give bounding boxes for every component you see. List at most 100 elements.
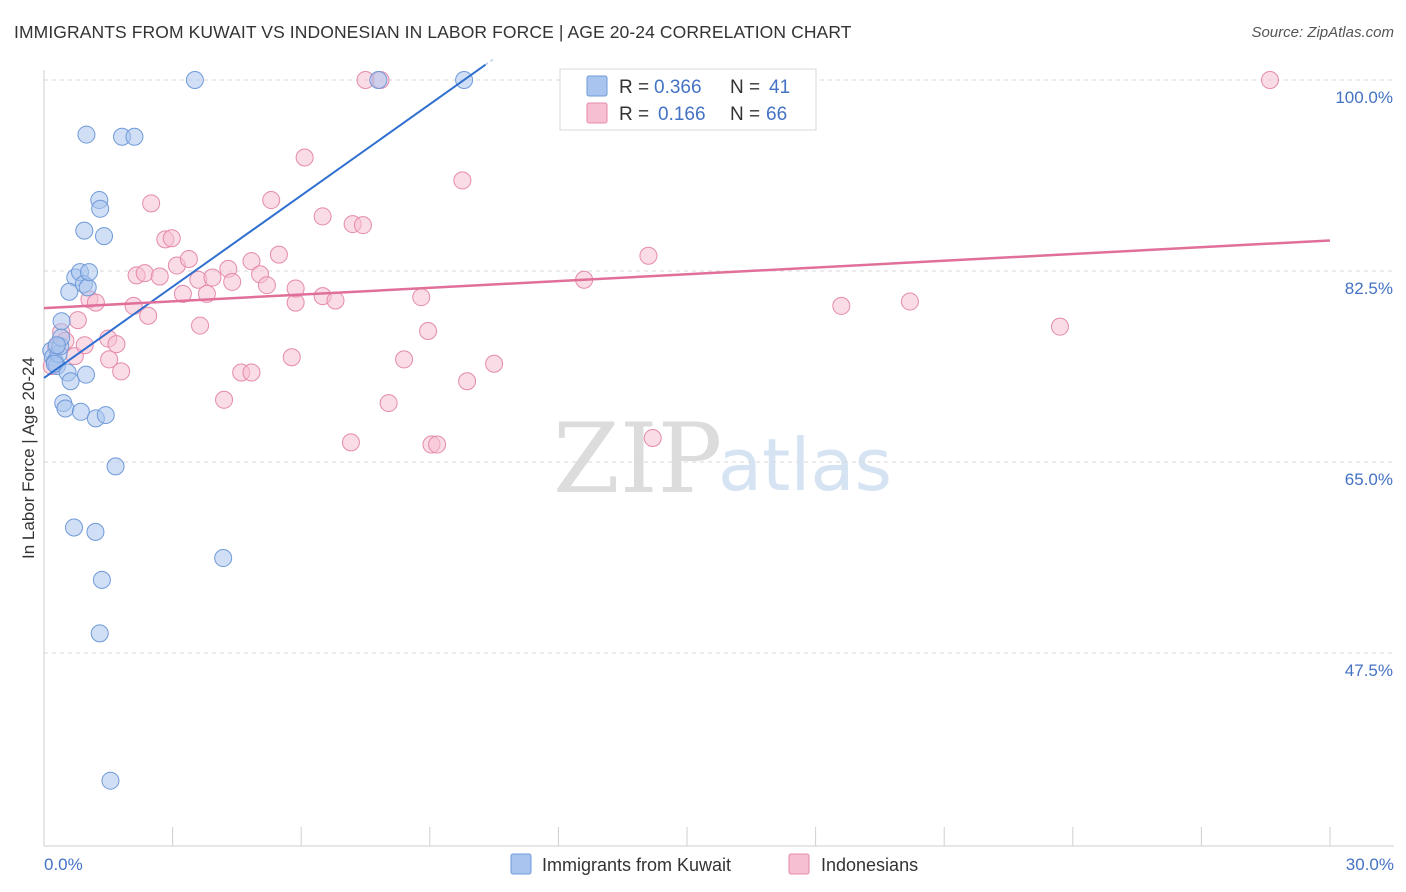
legend-r-label-1: R = <box>619 77 649 98</box>
indonesian-point <box>203 268 222 287</box>
legend-r-label-2: R = <box>619 104 649 125</box>
kuwait-point <box>95 227 114 246</box>
kuwait-point <box>92 570 111 589</box>
kuwait-point <box>90 624 109 643</box>
bottom-legend-label-indonesians: Indonesians <box>821 855 918 875</box>
indonesian-point <box>100 350 119 369</box>
indonesian-point <box>124 296 143 315</box>
legend-n-label-1: N = <box>730 77 760 98</box>
indonesian-point <box>191 316 210 335</box>
indonesian-point <box>257 276 276 295</box>
y-tick-label: 65.0% <box>1345 470 1393 489</box>
kuwait-point <box>80 263 99 282</box>
indonesian-point <box>900 292 919 311</box>
bottom-legend-label-kuwait: Immigrants from Kuwait <box>542 855 731 875</box>
kuwait-point <box>60 282 79 301</box>
y-tick-label: 100.0% <box>1335 88 1393 107</box>
kuwait-point <box>56 399 75 418</box>
indonesian-point <box>139 306 158 325</box>
y-tick-label: 82.5% <box>1345 279 1393 298</box>
kuwait-point <box>96 406 115 425</box>
indonesian-point <box>286 279 305 298</box>
indonesian-point <box>173 284 192 303</box>
indonesian-point <box>379 394 398 413</box>
legend-r-value-2: 0.166 <box>658 104 706 125</box>
kuwait-point <box>65 518 84 537</box>
kuwait-trend-extension <box>485 58 495 66</box>
kuwait-point <box>75 221 94 240</box>
source-label: Source: ZipAtlas.com <box>1251 24 1394 41</box>
kuwait-point <box>52 312 71 331</box>
y-tick-label: 47.5% <box>1345 661 1393 680</box>
indonesian-point <box>832 296 851 315</box>
kuwait-point <box>101 771 120 790</box>
indonesian-point <box>341 433 360 452</box>
indonesian-point <box>295 148 314 167</box>
y-axis-label: In Labor Force | Age 20-24 <box>19 357 38 559</box>
y-tick-labels: 47.5% 65.0% 82.5% 100.0% <box>1335 88 1393 680</box>
indonesian-point <box>639 246 658 265</box>
x-tick-label-min: 0.0% <box>44 855 83 874</box>
series-legend: Immigrants from Kuwait Indonesians <box>510 853 918 875</box>
legend-n-value-1: 41 <box>769 77 790 98</box>
kuwait-point <box>185 71 204 89</box>
trend-lines <box>43 58 1331 379</box>
indonesian-point <box>142 194 161 213</box>
indonesian-point <box>242 252 261 271</box>
indonesian-point <box>86 293 105 312</box>
legend-n-value-2: 66 <box>766 104 787 125</box>
indonesian-point <box>453 171 472 190</box>
indonesian-point <box>313 207 332 226</box>
kuwait-point <box>91 199 110 218</box>
indonesian-point <box>269 245 288 264</box>
indonesian-point <box>223 272 242 291</box>
indonesian-point <box>412 288 431 307</box>
kuwait-point <box>86 522 105 541</box>
indonesian-point <box>162 229 181 248</box>
indonesian-point <box>242 363 261 382</box>
kuwait-points <box>42 71 474 790</box>
kuwait-point <box>106 457 125 476</box>
indonesian-point <box>75 336 94 355</box>
indonesian-point <box>643 428 662 447</box>
indonesian-point <box>485 354 504 373</box>
indonesian-point <box>1260 71 1279 89</box>
kuwait-point <box>47 336 66 355</box>
indonesian-point <box>179 249 198 268</box>
indonesian-point <box>150 267 169 286</box>
indonesian-point <box>1050 317 1069 336</box>
kuwait-point <box>214 549 233 568</box>
kuwait-point <box>77 365 96 384</box>
kuwait-point <box>78 278 97 297</box>
indonesian-point <box>112 362 131 381</box>
watermark-zip: ZIP <box>553 403 722 515</box>
kuwait-point <box>77 125 96 144</box>
indonesian-point <box>107 335 126 354</box>
kuwait-point <box>61 372 80 391</box>
kuwait-point <box>125 127 144 146</box>
chart-title: IMMIGRANTS FROM KUWAIT VS INDONESIAN IN … <box>14 22 852 42</box>
kuwait-point <box>71 402 90 421</box>
bottom-legend-swatch-kuwait <box>510 853 532 875</box>
indonesian-point <box>395 350 414 369</box>
indonesian-point <box>326 291 345 310</box>
indonesians-trend-line <box>43 239 1331 310</box>
indonesian-point <box>68 311 87 330</box>
kuwait-point <box>369 71 388 89</box>
correlation-legend: R = 0.366 N = 41 R = 0.166 N = 66 <box>559 68 817 131</box>
indonesian-point <box>282 348 301 367</box>
indonesian-point <box>262 191 281 210</box>
kuwait-trend-line <box>43 63 487 379</box>
x-tick-marks <box>172 827 1331 846</box>
watermark-atlas: atlas <box>718 423 892 507</box>
legend-swatch-kuwait <box>586 75 608 97</box>
legend-n-label-2: N = <box>730 104 760 125</box>
legend-swatch-indonesians <box>586 102 608 124</box>
indonesian-point <box>419 322 438 341</box>
legend-r-value-1: 0.366 <box>654 77 702 98</box>
indonesian-point <box>353 216 372 235</box>
indonesian-point <box>428 435 447 454</box>
indonesian-point <box>215 390 234 409</box>
bottom-legend-swatch-indonesians <box>788 853 810 875</box>
